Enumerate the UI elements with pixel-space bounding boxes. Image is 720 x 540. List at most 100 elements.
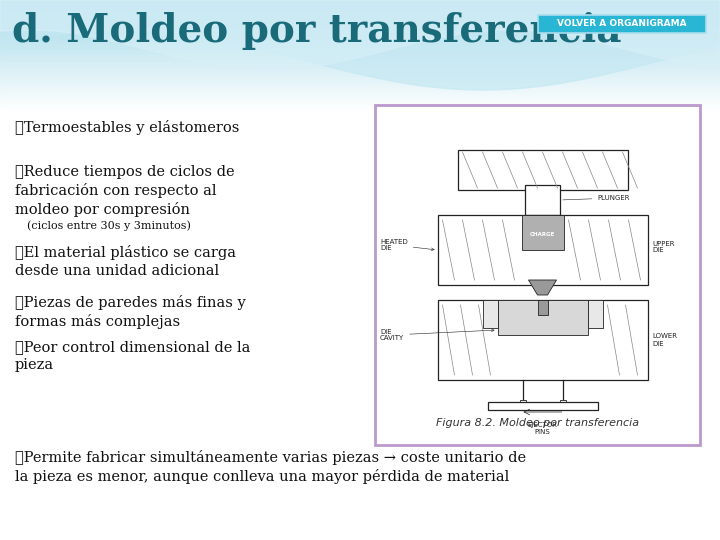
Bar (0, 35, 720, 36)
Text: d. Moldeo por transferencia: d. Moldeo por transferencia (12, 12, 621, 50)
Bar (0, 14, 720, 15)
Bar (375, 105, 700, 445)
Bar (482, 300, 498, 328)
Bar (0, 93, 720, 95)
Bar (0, 92, 720, 93)
Bar (0, 8, 720, 10)
Bar (0, 69, 720, 70)
Text: (ciclos entre 30s y 3minutos): (ciclos entre 30s y 3minutos) (27, 220, 191, 231)
Bar (0, 40, 720, 41)
Bar (0, 105, 720, 106)
Text: EJECTOR
PINS: EJECTOR PINS (528, 422, 557, 435)
Bar (0, 50, 720, 51)
Bar (520, 400, 526, 405)
Bar (0, 88, 720, 90)
Bar (487, 402, 598, 410)
Bar (0, 103, 720, 105)
Bar (0, 77, 720, 78)
Bar (0, 100, 720, 102)
Bar (0, 102, 720, 103)
Text: LOWER
DIE: LOWER DIE (652, 334, 678, 347)
Bar (559, 400, 565, 405)
Bar (438, 215, 647, 285)
Bar (0, 59, 720, 60)
Bar (525, 185, 560, 215)
Bar (0, 109, 720, 110)
Bar (0, 7, 720, 8)
Bar (0, 73, 720, 74)
Text: ➤Peor control dimensional de la
pieza: ➤Peor control dimensional de la pieza (15, 340, 251, 372)
Bar (521, 215, 564, 250)
Bar (0, 86, 720, 88)
Bar (0, 29, 720, 30)
Bar (0, 32, 720, 33)
Bar (0, 10, 720, 11)
Bar (538, 300, 547, 315)
FancyBboxPatch shape (538, 15, 706, 33)
Text: CHARGE: CHARGE (530, 232, 555, 237)
Bar (457, 150, 628, 190)
Bar (0, 19, 720, 21)
Bar (0, 48, 720, 50)
Bar (0, 90, 720, 91)
Bar (0, 21, 720, 22)
Text: HEATED
DIE: HEATED DIE (380, 239, 434, 252)
Text: UPPER
DIE: UPPER DIE (652, 240, 675, 253)
Bar (438, 300, 647, 380)
Bar (0, 44, 720, 45)
Bar (0, 58, 720, 59)
Bar (0, 80, 720, 81)
Bar (0, 55, 720, 56)
Bar (0, 26, 720, 28)
Bar (0, 43, 720, 44)
Bar (0, 45, 720, 47)
Bar (0, 11, 720, 12)
Bar (0, 52, 720, 53)
Text: VOLVER A ORGANIGRAMA: VOLVER A ORGANIGRAMA (557, 19, 687, 29)
Bar (0, 28, 720, 29)
Bar (0, 66, 720, 68)
Bar (0, 4, 720, 5)
Bar (0, 41, 720, 43)
Bar (0, 5, 720, 7)
Bar (0, 37, 720, 38)
Bar (0, 99, 720, 100)
Bar (0, 36, 720, 37)
Bar (0, 71, 720, 73)
Text: ➤Permite fabricar simultáneamente varias piezas → coste unitario de
la pieza es : ➤Permite fabricar simultáneamente varias… (15, 450, 526, 484)
Bar (0, 68, 720, 69)
Text: ➤Termoestables y elástomeros: ➤Termoestables y elástomeros (15, 120, 239, 135)
Bar (0, 0, 720, 2)
Bar (0, 76, 720, 77)
Bar (0, 63, 720, 65)
Bar (588, 300, 603, 328)
Bar (0, 74, 720, 76)
Bar (0, 22, 720, 23)
Text: ➤El material plástico se carga
desde una unidad adicional: ➤El material plástico se carga desde una… (15, 245, 236, 278)
Bar (0, 12, 720, 14)
Bar (0, 18, 720, 19)
Bar (498, 300, 588, 335)
Bar (0, 38, 720, 40)
Text: Figura 8.2. Moldeo por transferencia: Figura 8.2. Moldeo por transferencia (436, 418, 639, 428)
Bar (0, 3, 720, 4)
Bar (0, 98, 720, 99)
Bar (0, 30, 720, 32)
Polygon shape (528, 280, 557, 295)
Bar (0, 60, 720, 62)
Bar (0, 51, 720, 52)
Bar (0, 53, 720, 55)
Bar (0, 25, 720, 26)
Bar (0, 106, 720, 107)
Bar (0, 2, 720, 3)
Bar (0, 107, 720, 109)
Bar (0, 91, 720, 92)
Bar (0, 85, 720, 86)
Bar (0, 47, 720, 48)
Bar (0, 17, 720, 18)
Bar (0, 81, 720, 83)
Text: DIE
CAVITY: DIE CAVITY (380, 328, 494, 341)
Bar (0, 65, 720, 66)
Bar (0, 70, 720, 71)
Bar (0, 56, 720, 58)
